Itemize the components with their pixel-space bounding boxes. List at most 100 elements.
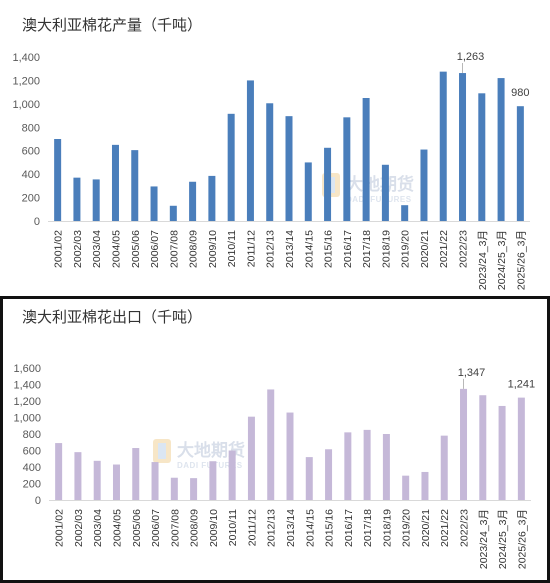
x-tick-label: 2017/18 — [361, 230, 373, 268]
x-tick-label: 2013/14 — [284, 230, 296, 268]
bar — [363, 429, 371, 500]
y-tick-label: 1,400 — [12, 52, 40, 64]
y-tick-label: 600 — [23, 446, 41, 458]
x-tick-label: 2022/23 — [459, 509, 471, 547]
bar — [401, 205, 409, 221]
bar — [459, 73, 467, 221]
x-tick-label: 2021/22 — [438, 230, 450, 268]
y-tick-label: 1,200 — [12, 75, 40, 87]
bar — [189, 181, 197, 221]
bar — [267, 389, 275, 500]
chart-title: 澳大利亚棉花出口（千吨） — [22, 308, 203, 326]
x-tick-label: 2019/20 — [400, 230, 412, 268]
y-tick-label: 1,400 — [13, 380, 41, 392]
y-tick-label: 0 — [35, 495, 41, 507]
x-tick-label: 2002/03 — [72, 230, 84, 268]
y-tick-label: 800 — [22, 122, 40, 134]
x-tick-label: 2010/11 — [226, 230, 238, 267]
y-tick-label: 200 — [23, 479, 41, 491]
y-tick-label: 0 — [34, 216, 40, 228]
bar — [150, 186, 158, 221]
x-tick-label: 2007/08 — [169, 509, 181, 547]
x-tick-label: 2016/17 — [343, 509, 355, 547]
x-tick-label: 2024/25_3月 — [497, 509, 509, 569]
bar — [478, 93, 486, 221]
bar — [381, 164, 389, 221]
bar — [93, 460, 101, 500]
bar — [151, 462, 159, 500]
bar — [285, 116, 293, 221]
x-tick-label: 2008/09 — [189, 509, 201, 547]
bar — [209, 461, 217, 500]
data-label: 1,241 — [508, 379, 536, 391]
logo-emblem-inner — [158, 443, 166, 459]
bar — [92, 179, 100, 221]
y-tick-label: 600 — [22, 146, 40, 158]
x-tick-label: 2017/18 — [362, 509, 374, 547]
x-tick-label: 2012/13 — [265, 230, 277, 268]
bar — [305, 457, 313, 500]
y-tick-label: 1,600 — [13, 363, 41, 375]
bar — [517, 397, 525, 500]
x-tick-label: 2011/12 — [246, 509, 258, 546]
x-tick-label: 2013/14 — [285, 509, 297, 547]
data-label: 1,347 — [458, 367, 486, 379]
bar — [324, 147, 332, 221]
bar — [421, 471, 429, 500]
logo-emblem-icon — [153, 439, 171, 463]
bar — [440, 435, 448, 500]
y-tick-label: 1,200 — [13, 396, 41, 408]
export-chart-panel: 澳大利亚棉花出口（千吨） 0 200 400 600 800 1,000 1,200 1,40… — [0, 296, 550, 583]
x-tick-label: 2020/21 — [420, 509, 432, 547]
x-tick-label: 2008/09 — [188, 230, 200, 268]
bar — [55, 443, 63, 500]
bar — [497, 78, 505, 221]
x-tick-label: 2001/02 — [54, 509, 66, 547]
watermark-brand: 大地期货 — [346, 174, 414, 195]
bar — [74, 452, 82, 500]
y-tick-label: 1,000 — [13, 413, 41, 425]
y-tick-label: 400 — [22, 169, 40, 181]
bar — [247, 416, 255, 500]
bar — [325, 449, 333, 500]
x-tick-label: 2018/19 — [381, 509, 393, 547]
bar — [286, 412, 294, 500]
x-tick-label: 2004/05 — [110, 230, 122, 268]
x-tick-label: 2016/17 — [342, 230, 354, 268]
bar — [344, 432, 352, 500]
y-tick-label: 800 — [23, 429, 41, 441]
export-chart: 02004006008001,0001,2001,4001,600大地期货DAD… — [13, 363, 536, 569]
bar — [246, 80, 254, 221]
y-tick-label: 400 — [23, 462, 41, 474]
bar — [402, 475, 410, 500]
watermark-brand: 大地期货 — [177, 440, 245, 461]
x-tick-label: 2007/08 — [168, 230, 180, 268]
x-tick-label: 2019/20 — [401, 509, 413, 547]
bar — [420, 149, 428, 221]
x-tick-label: 2018/19 — [380, 230, 392, 268]
x-tick-label: 2023/24_3月 — [477, 230, 489, 290]
x-tick-label: 2020/21 — [419, 230, 431, 268]
bar — [170, 477, 178, 500]
bar — [190, 478, 198, 500]
x-tick-label: 2010/11 — [227, 509, 239, 546]
bar — [516, 106, 524, 221]
bar — [131, 150, 139, 221]
bar — [208, 175, 216, 221]
x-tick-label: 2009/10 — [208, 509, 220, 547]
bar — [73, 177, 81, 221]
x-tick-label: 2025/26_3月 — [516, 509, 528, 569]
bar — [169, 205, 177, 221]
data-label: 1,263 — [457, 51, 485, 63]
x-tick-label: 2022/23 — [458, 230, 470, 268]
x-tick-label: 2002/03 — [73, 509, 85, 547]
data-label: 980 — [511, 87, 529, 99]
bar — [266, 103, 274, 221]
x-tick-label: 2005/06 — [130, 230, 142, 268]
bar — [228, 450, 236, 500]
x-tick-label: 2024/25_3月 — [496, 230, 508, 290]
x-tick-label: 2003/04 — [92, 509, 104, 547]
watermark-sub: DADI FUTURES — [346, 195, 412, 204]
x-tick-label: 2004/05 — [111, 509, 123, 547]
chart-title: 澳大利亚棉花产量（千吨） — [22, 16, 203, 34]
